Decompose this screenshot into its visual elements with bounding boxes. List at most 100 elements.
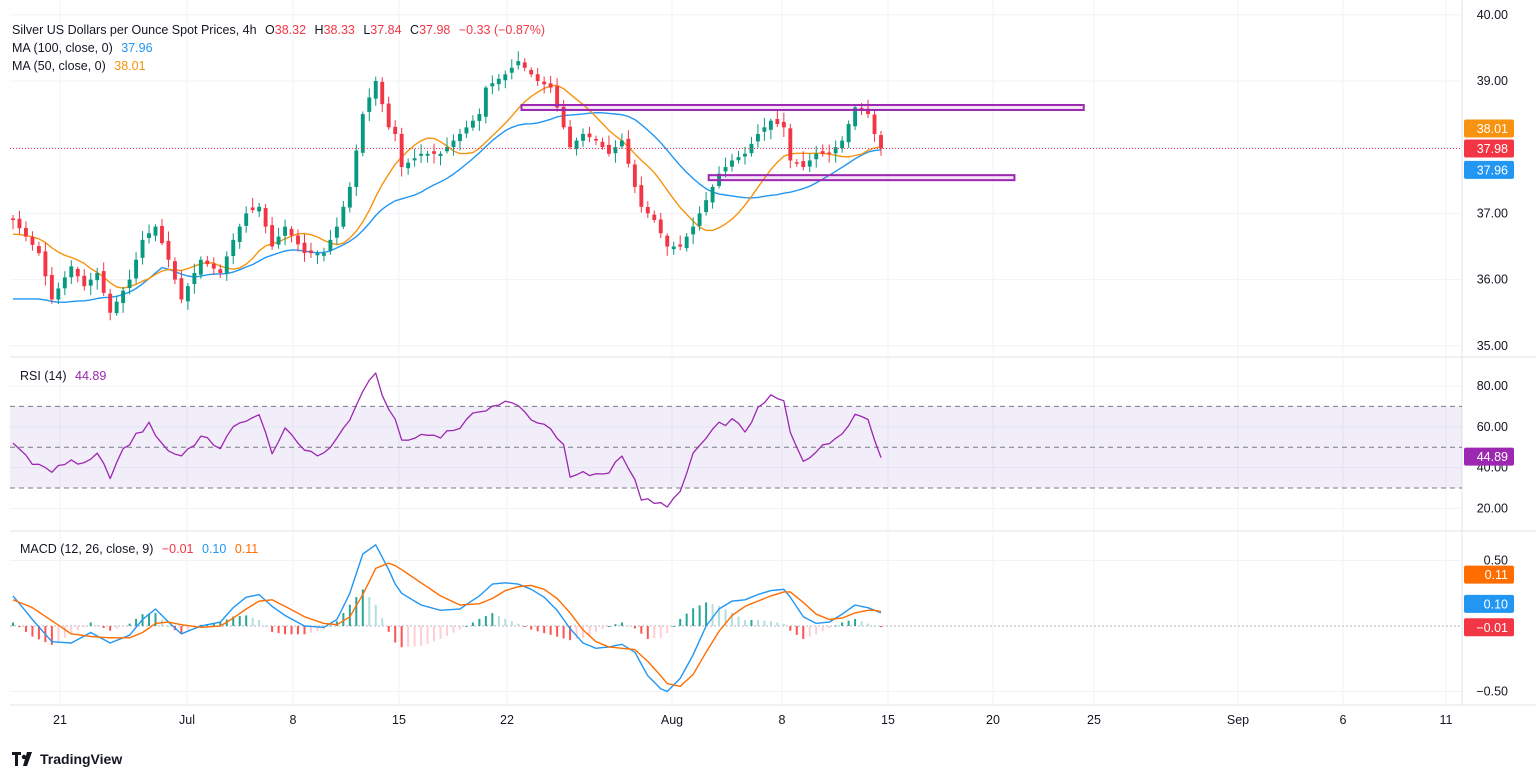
macd-histogram-bar bbox=[361, 589, 364, 626]
time-tick-label: 11 bbox=[1440, 713, 1453, 727]
macd-histogram-bar bbox=[672, 626, 675, 627]
ma100-line bbox=[12, 111, 882, 303]
price-tick-label: 37.00 bbox=[1477, 206, 1508, 220]
candle-body bbox=[879, 135, 883, 149]
macd-histogram-bar bbox=[743, 620, 746, 626]
candle-body bbox=[574, 140, 579, 150]
macd-signal-value: 0.11 bbox=[234, 542, 259, 556]
price-tick-label: 39.00 bbox=[1477, 74, 1508, 88]
macd-histogram-bar bbox=[420, 626, 423, 647]
candle-body bbox=[406, 162, 411, 169]
macd-legend: MACD (12, 26, close, 9) −0.01 0.10 0.11 bbox=[20, 540, 263, 558]
candle-body bbox=[231, 239, 236, 257]
macd-histogram-bar bbox=[277, 626, 280, 634]
candle-body bbox=[613, 147, 618, 154]
macd-histogram-bar bbox=[264, 626, 267, 627]
macd-histogram-bar bbox=[258, 620, 261, 626]
candle-body bbox=[49, 274, 54, 300]
candle-body bbox=[665, 235, 670, 247]
macd-histogram-bar bbox=[290, 626, 293, 635]
macd-histogram-bar bbox=[795, 626, 798, 635]
macd-histogram-bar bbox=[426, 626, 429, 644]
macd-histogram-bar bbox=[808, 626, 811, 637]
candle-body bbox=[127, 279, 132, 289]
macd-histogram-bar bbox=[452, 626, 455, 633]
macd-histogram-bar bbox=[698, 605, 701, 626]
macd-histogram-bar bbox=[731, 613, 734, 626]
tradingview-logo[interactable]: TradingView bbox=[12, 751, 122, 767]
macd-histogram-bar bbox=[523, 626, 526, 627]
candle-body bbox=[283, 226, 288, 236]
macd-histogram-bar bbox=[135, 618, 138, 626]
macd-histogram-bar bbox=[562, 626, 565, 639]
macd-histogram-bar bbox=[387, 626, 390, 632]
macd-histogram-bar bbox=[484, 615, 487, 626]
macd-hist-tag bbox=[1464, 618, 1514, 637]
candle-body bbox=[697, 213, 702, 226]
candle-body bbox=[600, 141, 605, 148]
macd-histogram-bar bbox=[12, 622, 14, 626]
time-tick-label: 21 bbox=[53, 713, 67, 727]
candle-body bbox=[75, 268, 80, 277]
candle-body bbox=[801, 161, 806, 168]
candle-body bbox=[496, 78, 501, 85]
macd-histogram-bar bbox=[148, 613, 151, 626]
candle-body bbox=[542, 81, 547, 85]
candle-body bbox=[328, 239, 333, 251]
candle-body bbox=[88, 279, 93, 286]
candle-body bbox=[412, 158, 417, 161]
ma100-tag-text: 37.96 bbox=[1477, 163, 1508, 177]
macd-histogram-bar bbox=[251, 617, 254, 626]
rsi-tick-label: 60.00 bbox=[1477, 420, 1508, 434]
candle-body bbox=[587, 133, 592, 138]
ma100-legend: MA (100, close, 0) 37.96 bbox=[12, 39, 550, 57]
macd-histogram-bar bbox=[685, 613, 688, 626]
macd-histogram-bar bbox=[614, 624, 617, 626]
candle-body bbox=[529, 69, 534, 75]
macd-histogram-bar bbox=[594, 626, 597, 632]
ma100-value: 37.96 bbox=[121, 41, 153, 55]
macd-histogram-bar bbox=[517, 623, 520, 626]
candle-body bbox=[17, 218, 22, 229]
rsi-tick-label: 80.00 bbox=[1477, 379, 1508, 393]
candle-body bbox=[101, 271, 106, 293]
macd-histogram-bar bbox=[782, 623, 785, 626]
macd-histogram-bar bbox=[96, 625, 99, 627]
candle-body bbox=[775, 119, 780, 125]
candle-body bbox=[846, 124, 851, 143]
macd-histogram-bar bbox=[692, 608, 695, 626]
time-tick-label: 15 bbox=[392, 713, 406, 727]
candle-body bbox=[341, 206, 346, 227]
candle-body bbox=[516, 61, 521, 66]
candle-body bbox=[451, 140, 456, 148]
macd-histogram-bar bbox=[575, 626, 578, 639]
candle-body bbox=[548, 83, 553, 88]
time-tick-label: 22 bbox=[500, 713, 514, 727]
macd-histogram-bar bbox=[316, 626, 319, 632]
macd-histogram-bar bbox=[640, 626, 643, 634]
rsi-legend: RSI (14) 44.89 bbox=[20, 367, 111, 385]
macd-histogram-bar bbox=[653, 626, 656, 639]
candle-body bbox=[380, 81, 385, 105]
candle-body bbox=[140, 239, 145, 258]
macd-line-value: 0.10 bbox=[202, 542, 227, 556]
macd-histogram-bar bbox=[601, 626, 604, 629]
time-tick-label: 8 bbox=[779, 713, 786, 727]
candle-body bbox=[43, 251, 48, 277]
candle-body bbox=[768, 120, 773, 130]
candle-body bbox=[347, 186, 352, 208]
candle-body bbox=[755, 133, 760, 142]
candle-body bbox=[205, 260, 210, 265]
time-tick-label: 25 bbox=[1087, 713, 1101, 727]
macd-histogram-bar bbox=[329, 625, 332, 627]
macd-histogram-bar bbox=[122, 626, 125, 627]
macd-histogram-bar bbox=[374, 604, 377, 626]
macd-tick-label: 0.50 bbox=[1484, 554, 1508, 568]
ma100-label: MA (100, close, 0) bbox=[12, 41, 113, 55]
macd-histogram-bar bbox=[679, 618, 682, 626]
last-price-tag-text: 37.98 bbox=[1477, 142, 1508, 156]
open-label: O bbox=[265, 23, 275, 37]
candle-body bbox=[237, 226, 242, 242]
